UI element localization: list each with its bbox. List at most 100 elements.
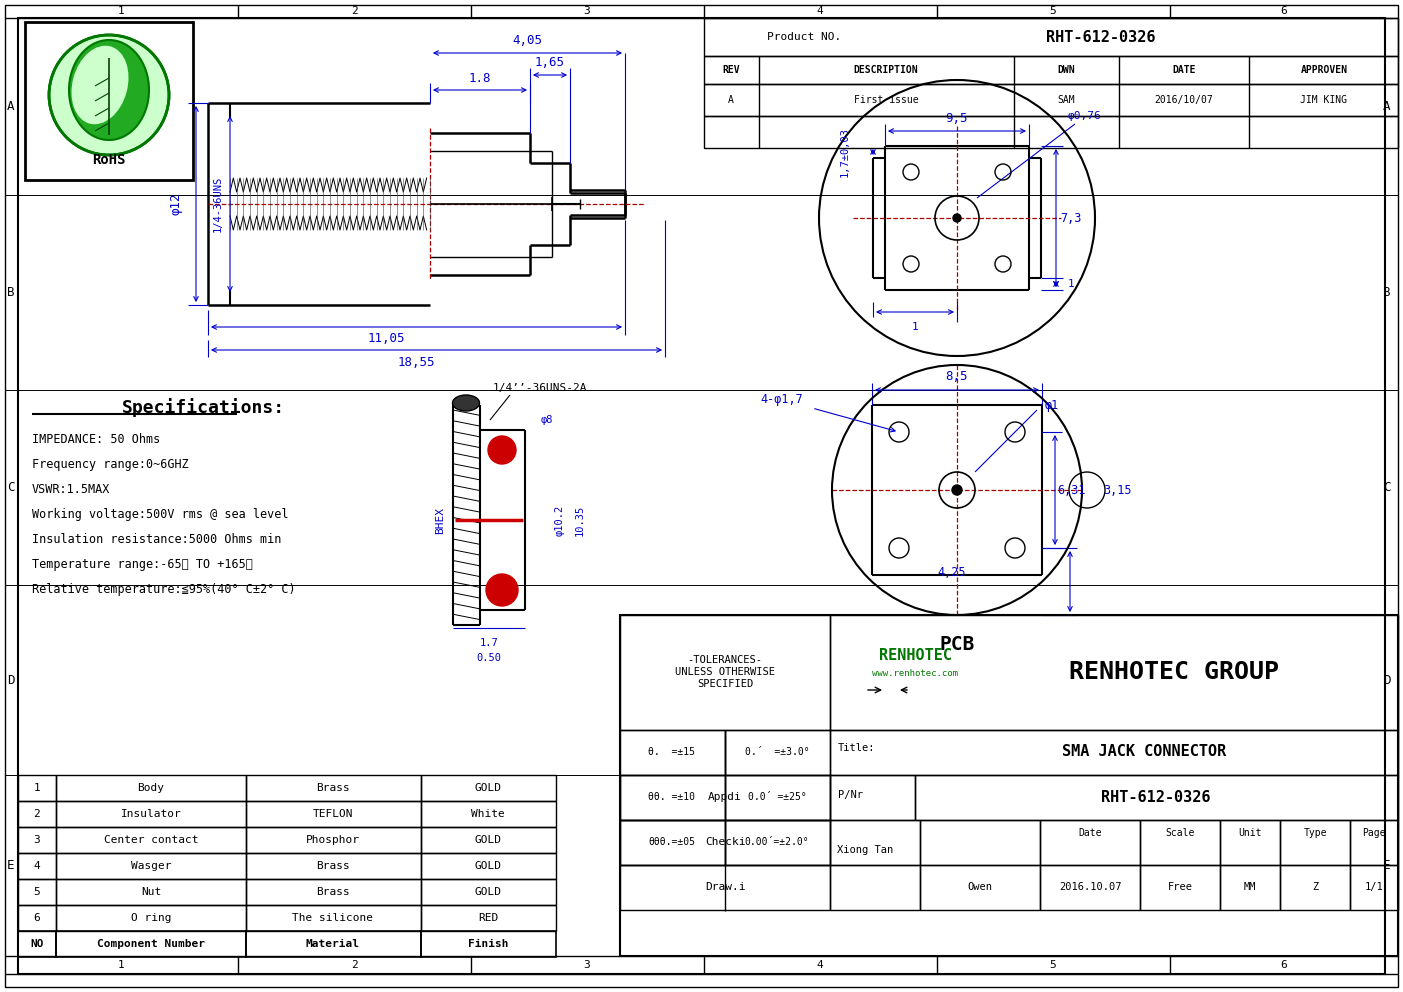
Text: φ10.2: φ10.2 <box>556 504 565 536</box>
Text: NO: NO <box>31 939 43 949</box>
Text: JIM KING: JIM KING <box>1301 95 1347 105</box>
Text: IMPEDANCE: 50 Ohms: IMPEDANCE: 50 Ohms <box>32 433 160 446</box>
Text: 2: 2 <box>351 960 358 970</box>
Text: Scale: Scale <box>1166 828 1195 838</box>
Text: MM: MM <box>1243 882 1256 892</box>
Bar <box>920 820 1040 865</box>
Text: Body: Body <box>137 783 164 793</box>
Text: Brass: Brass <box>316 783 349 793</box>
Bar <box>831 820 920 865</box>
Bar <box>1141 865 1221 910</box>
Bar <box>421 931 556 957</box>
Bar <box>704 56 1397 84</box>
Text: Nut: Nut <box>140 887 161 897</box>
Text: GOLD: GOLD <box>474 861 501 871</box>
Text: 5: 5 <box>34 887 41 897</box>
Bar <box>620 820 831 865</box>
Text: Free: Free <box>1167 882 1193 892</box>
Text: RED: RED <box>478 913 498 923</box>
Text: 1: 1 <box>118 960 125 970</box>
Text: 4,05: 4,05 <box>512 35 542 48</box>
Bar <box>831 865 920 910</box>
Text: Product NO.: Product NO. <box>767 32 842 42</box>
Text: 6,31: 6,31 <box>1058 483 1086 497</box>
Text: First issue: First issue <box>853 95 919 105</box>
Text: Draw.i: Draw.i <box>704 882 745 892</box>
Bar <box>246 853 421 879</box>
Text: 5: 5 <box>1049 6 1056 16</box>
Bar <box>725 775 831 820</box>
Text: TEFLON: TEFLON <box>313 809 354 819</box>
Text: Unit: Unit <box>1239 828 1261 838</box>
Text: 1,7±0,03: 1,7±0,03 <box>840 127 850 177</box>
Text: B: B <box>1383 286 1390 299</box>
Bar <box>56 853 246 879</box>
Text: Working voltage:500V rms @ sea level: Working voltage:500V rms @ sea level <box>32 508 289 521</box>
Text: DWN: DWN <box>1058 65 1075 75</box>
Text: Phosphor: Phosphor <box>306 835 361 845</box>
Text: 0.´  =±3.0°: 0.´ =±3.0° <box>745 747 810 757</box>
Text: φ1: φ1 <box>1045 399 1059 412</box>
Text: GOLD: GOLD <box>474 835 501 845</box>
Text: 18,55: 18,55 <box>397 355 435 368</box>
Bar <box>704 116 1397 148</box>
Text: SMA JACK CONNECTOR: SMA JACK CONNECTOR <box>1062 745 1226 760</box>
Text: -TOLERANCES-
UNLESS OTHERWISE
SPECIFIED: -TOLERANCES- UNLESS OTHERWISE SPECIFIED <box>675 656 774 688</box>
Text: C: C <box>1383 481 1390 494</box>
Bar <box>831 775 915 820</box>
Text: GOLD: GOLD <box>474 783 501 793</box>
Bar <box>1221 820 1280 865</box>
Text: 6: 6 <box>34 913 41 923</box>
Text: RHT-612-0326: RHT-612-0326 <box>1047 30 1156 45</box>
Bar <box>421 801 556 827</box>
Bar <box>1350 865 1397 910</box>
Text: φ8: φ8 <box>540 415 553 425</box>
Circle shape <box>953 485 962 495</box>
Text: Xiong Tan: Xiong Tan <box>836 845 894 855</box>
Text: 3: 3 <box>34 835 41 845</box>
Text: 4: 4 <box>817 6 824 16</box>
Bar <box>915 775 1397 820</box>
Text: 2016/10/07: 2016/10/07 <box>1155 95 1214 105</box>
Text: θθθ.=±05: θθθ.=±05 <box>648 837 696 847</box>
Text: 8,5: 8,5 <box>946 370 968 384</box>
Bar <box>920 865 1040 910</box>
Text: BHEX: BHEX <box>435 507 445 534</box>
Text: 6: 6 <box>1281 960 1288 970</box>
Bar <box>246 801 421 827</box>
Bar <box>1221 865 1280 910</box>
Bar <box>56 931 246 957</box>
Text: 0.00´=±2.0°: 0.00´=±2.0° <box>745 837 810 847</box>
Text: θθ. =±10: θθ. =±10 <box>648 792 696 802</box>
Bar <box>56 775 246 801</box>
Ellipse shape <box>72 46 129 124</box>
Bar <box>620 820 725 865</box>
Text: Component Number: Component Number <box>97 939 205 949</box>
Circle shape <box>488 436 516 464</box>
Text: REV: REV <box>723 65 739 75</box>
Text: Checki: Checki <box>704 837 745 847</box>
Text: Appdi: Appdi <box>709 792 742 802</box>
Text: 2016.10.07: 2016.10.07 <box>1059 882 1121 892</box>
Text: RENHOTEC GROUP: RENHOTEC GROUP <box>1069 660 1280 684</box>
Text: 5: 5 <box>1049 960 1056 970</box>
Text: 4,25: 4,25 <box>937 566 967 579</box>
Bar <box>18 827 56 853</box>
Bar <box>421 775 556 801</box>
Text: 2: 2 <box>34 809 41 819</box>
Text: Page: Page <box>1362 828 1386 838</box>
Bar <box>620 865 831 910</box>
Ellipse shape <box>69 40 149 140</box>
Text: DATE: DATE <box>1173 65 1195 75</box>
Bar <box>1040 865 1141 910</box>
Text: φ12: φ12 <box>170 192 182 215</box>
Circle shape <box>953 214 961 222</box>
Text: P/Nr: P/Nr <box>838 790 863 800</box>
Bar <box>1141 820 1221 865</box>
Text: RENHOTEC: RENHOTEC <box>878 648 951 663</box>
Text: 0.0´ =±25°: 0.0´ =±25° <box>748 792 807 802</box>
Text: 1.7: 1.7 <box>480 638 498 648</box>
Text: θ.  =±15: θ. =±15 <box>648 747 696 757</box>
Text: Center contact: Center contact <box>104 835 198 845</box>
Bar <box>704 84 1397 116</box>
